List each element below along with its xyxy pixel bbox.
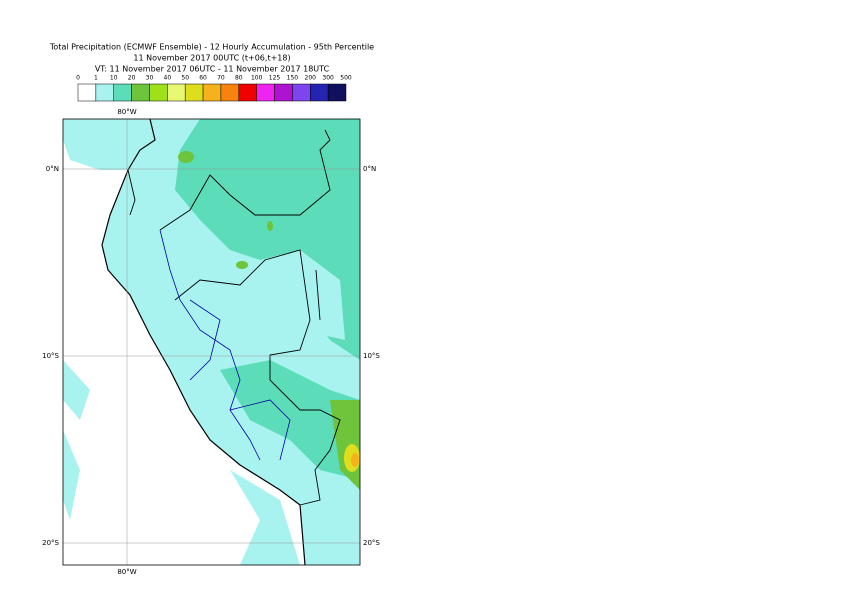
colorbar-label: 60 xyxy=(199,75,207,82)
colorbar-swatch xyxy=(113,83,132,102)
colorbar-swatch xyxy=(310,83,329,102)
colorbar-swatch xyxy=(95,83,114,102)
colorbar-label: 70 xyxy=(217,75,225,82)
lat-label: 0°N xyxy=(363,165,376,173)
lon-label: 80°W xyxy=(117,108,136,116)
grid-labels: 80°W 80°W 0°N 10°S 20°S 0°N 10°S 20°S xyxy=(42,108,380,576)
lon-label: 80°W xyxy=(117,568,136,576)
lat-label: 20°S xyxy=(42,539,59,547)
title: Total Precipitation (ECMWF Ensemble) - 1… xyxy=(49,43,374,52)
colorbar-swatch xyxy=(202,83,222,102)
colorbar-label: 125 xyxy=(269,75,281,82)
colorbar-label: 20 xyxy=(128,75,136,82)
colorbar-label: 50 xyxy=(181,75,189,82)
colorbar-label: 200 xyxy=(305,75,317,82)
colorbar-label: 500 xyxy=(340,75,352,82)
colorbar-label: 80 xyxy=(235,75,243,82)
colorbar-label: 30 xyxy=(146,75,154,82)
map-area xyxy=(63,119,360,565)
colorbar-swatch xyxy=(256,83,275,102)
colorbar-swatch xyxy=(167,83,186,102)
lat-label: 0°N xyxy=(46,165,59,173)
colorbar-swatch xyxy=(77,83,97,102)
colorbar-label: 1 xyxy=(94,75,98,82)
colorbar-label: 300 xyxy=(322,75,334,82)
colorbar-label: 150 xyxy=(287,75,299,82)
colorbar-label: 10 xyxy=(110,75,118,82)
colorbar-swatch xyxy=(220,83,240,102)
colorbar-swatch xyxy=(238,83,257,102)
colorbar-swatch xyxy=(184,83,204,102)
colorbar: 0 1 10 20 30 40 50 60 70 80 100 125 150 200 300 500 xyxy=(76,75,352,102)
colorbar-swatch xyxy=(327,83,347,102)
colorbar-swatch xyxy=(274,83,293,102)
colorbar-label: 100 xyxy=(251,75,263,82)
colorbar-swatch xyxy=(292,83,311,102)
lat-label: 20°S xyxy=(363,539,380,547)
colorbar-swatch xyxy=(149,83,168,102)
map-frame xyxy=(62,118,361,566)
lat-label: 10°S xyxy=(42,352,59,360)
subtitle: 11 November 2017 00UTC (t+06,t+18) xyxy=(133,54,290,63)
lat-label: 10°S xyxy=(363,352,380,360)
colorbar-label: 0 xyxy=(76,75,80,82)
colorbar-label: 40 xyxy=(164,75,172,82)
colorbar-swatch xyxy=(131,83,150,102)
valid-time: VT: 11 November 2017 06UTC - 11 November… xyxy=(95,65,330,74)
